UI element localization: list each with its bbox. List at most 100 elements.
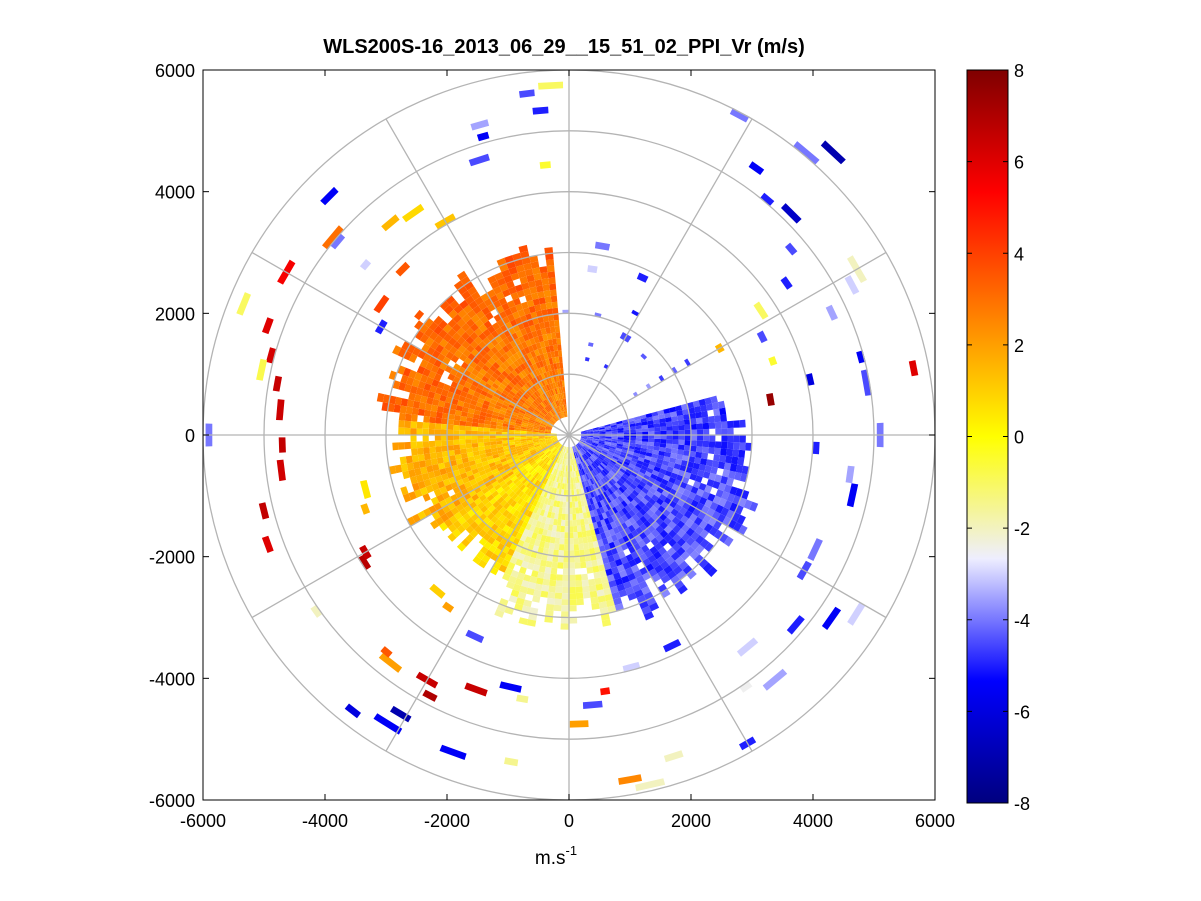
velocity-cell: [573, 544, 580, 551]
velocity-cell: [525, 464, 532, 471]
velocity-cell: [700, 458, 708, 466]
velocity-cell: [541, 421, 548, 425]
velocity-cell: [563, 392, 566, 399]
velocity-cell: [564, 526, 569, 533]
velocity-cell: [672, 524, 682, 534]
velocity-cell: [719, 454, 727, 463]
velocity-cell: [516, 572, 525, 580]
velocity-cell: [540, 402, 546, 409]
velocity-cell: [545, 439, 552, 443]
velocity-cell: [537, 388, 543, 396]
velocity-cell: [544, 399, 550, 406]
velocity-cell: [561, 483, 565, 490]
velocity-cell: [692, 462, 700, 470]
velocity-cell: [579, 463, 583, 470]
velocity-cell: [552, 475, 557, 482]
velocity-cell: [667, 570, 677, 580]
velocity-cell: [726, 493, 736, 503]
velocity-cell: [708, 526, 719, 537]
velocity-cell: [629, 423, 636, 428]
velocity-cell: [660, 574, 671, 584]
velocity-cell: [410, 435, 417, 442]
velocity-cell: [532, 499, 539, 507]
velocity-cell: [449, 515, 458, 524]
velocity-cell: [483, 400, 491, 406]
velocity-cell: [544, 391, 550, 399]
velocity-cell: [481, 403, 489, 410]
velocity-cell: [558, 356, 563, 363]
velocity-cell: [546, 308, 554, 316]
velocity-cell: [426, 465, 434, 473]
velocity-cell: [651, 529, 660, 538]
velocity-cell: [360, 480, 372, 499]
velocity-cell: [653, 446, 660, 451]
velocity-cell: [513, 458, 521, 464]
velocity-cell: [620, 451, 628, 456]
velocity-cell: [626, 453, 633, 458]
velocity-cell: [599, 437, 606, 440]
velocity-cell: [696, 440, 704, 447]
velocity-cell: [587, 458, 593, 464]
velocity-cell: [605, 503, 612, 511]
velocity-cell: [681, 532, 691, 542]
velocity-cell: [658, 546, 667, 556]
velocity-cell: [576, 451, 581, 458]
velocity-cell: [655, 462, 663, 469]
x-tick-label: -2000: [424, 811, 470, 831]
velocity-cell: [509, 446, 516, 451]
velocity-cell: [714, 474, 723, 483]
velocity-cell: [552, 448, 558, 454]
velocity-cell: [479, 411, 487, 417]
velocity-cell: [565, 446, 567, 453]
velocity-cell: [582, 536, 589, 544]
velocity-cell: [538, 81, 564, 90]
velocity-cell: [591, 463, 597, 469]
velocity-cell: [702, 416, 709, 424]
velocity-cell: [623, 442, 630, 446]
velocity-cell: [549, 419, 555, 424]
velocity-cell: [556, 400, 560, 407]
velocity-cell: [467, 456, 475, 462]
velocity-cell: [680, 515, 689, 524]
velocity-cell: [587, 437, 594, 440]
velocity-cell: [635, 437, 643, 442]
velocity-cell: [577, 531, 583, 538]
velocity-cell: [688, 491, 697, 500]
velocity-cell: [435, 451, 443, 459]
velocity-cell: [449, 346, 458, 355]
velocity-cell: [584, 493, 590, 500]
velocity-cell: [620, 465, 628, 471]
velocity-cell: [451, 398, 459, 406]
velocity-cell: [594, 459, 601, 466]
velocity-cell: [632, 521, 640, 530]
velocity-cell: [438, 319, 448, 330]
velocity-cell: [422, 368, 431, 377]
velocity-cell: [512, 385, 520, 392]
velocity-cell: [651, 494, 659, 502]
velocity-cell: [392, 442, 399, 451]
velocity-cell: [608, 479, 615, 487]
velocity-cell: [597, 494, 603, 502]
velocity-cell: [584, 554, 592, 562]
velocity-cell: [512, 409, 520, 414]
velocity-cell: [524, 326, 532, 334]
velocity-cell: [543, 456, 549, 462]
velocity-cell: [533, 273, 542, 281]
velocity-cell: [482, 386, 490, 393]
velocity-cell: [659, 422, 667, 427]
velocity-cell: [474, 458, 482, 465]
velocity-cell: [478, 393, 487, 401]
velocity-cell: [435, 411, 443, 419]
velocity-cell: [666, 435, 673, 440]
velocity-cell: [516, 447, 523, 452]
velocity-cell: [530, 484, 537, 492]
velocity-cell: [501, 492, 509, 500]
velocity-cell: [460, 411, 468, 417]
velocity-cell: [489, 438, 497, 442]
velocity-cell: [592, 440, 599, 443]
velocity-cell: [564, 532, 569, 539]
velocity-cell: [680, 551, 690, 561]
velocity-cell: [748, 161, 765, 175]
velocity-cell: [542, 334, 548, 341]
velocity-cell: [607, 488, 614, 495]
